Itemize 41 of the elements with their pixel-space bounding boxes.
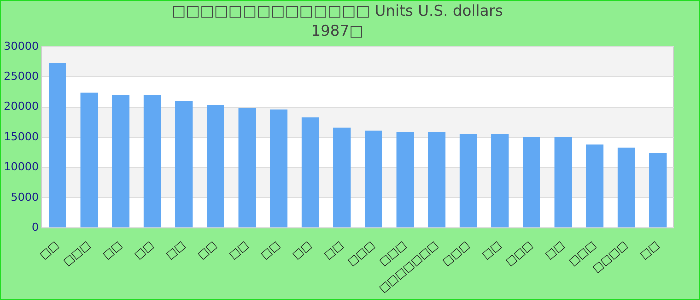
bar xyxy=(207,104,224,228)
bar xyxy=(586,144,604,228)
y-tick-label: 30000 xyxy=(4,40,39,53)
y-tick-label: 15000 xyxy=(4,130,39,144)
bar xyxy=(523,138,540,228)
bar xyxy=(80,92,98,228)
bar xyxy=(554,138,572,228)
x-tick-label: □□ xyxy=(164,238,188,262)
x-tick-label: □□ xyxy=(480,238,504,262)
bar xyxy=(396,132,414,228)
bar xyxy=(428,132,446,228)
bar xyxy=(112,95,130,228)
chart-title: □□□□□□□□□□□□□□ Units U.S. dollars xyxy=(172,2,504,20)
x-tick-label: □□ xyxy=(638,238,662,262)
bar xyxy=(302,118,320,228)
bar xyxy=(270,110,288,228)
bar xyxy=(492,134,509,228)
bar xyxy=(650,153,667,228)
y-tick-label: 0 xyxy=(32,220,39,234)
chart-subtitle: 1987□ xyxy=(311,22,364,40)
bar xyxy=(238,108,256,228)
bar xyxy=(460,134,478,228)
x-tick-label: □□ xyxy=(322,238,346,262)
x-tick-label: □□ xyxy=(258,238,283,262)
y-tick-label: 25000 xyxy=(4,70,39,84)
x-tick-label: □□ xyxy=(37,238,62,262)
x-tick-label: □□ xyxy=(226,238,252,262)
x-tick-label: □□ xyxy=(542,238,568,262)
bar xyxy=(49,63,66,228)
x-tick-label: □□ xyxy=(195,238,220,262)
bar xyxy=(176,101,193,228)
y-tick-label: 20000 xyxy=(4,100,39,114)
y-tick-label: 5000 xyxy=(10,190,39,204)
x-tick-label: □□ xyxy=(132,238,156,262)
bar xyxy=(334,128,351,228)
x-tick-label: □□ xyxy=(290,238,314,262)
x-tick-label: □□ xyxy=(100,238,125,262)
bar xyxy=(144,95,162,228)
y-tick-label: 10000 xyxy=(4,160,39,174)
bar xyxy=(618,148,636,228)
bar xyxy=(365,130,382,228)
